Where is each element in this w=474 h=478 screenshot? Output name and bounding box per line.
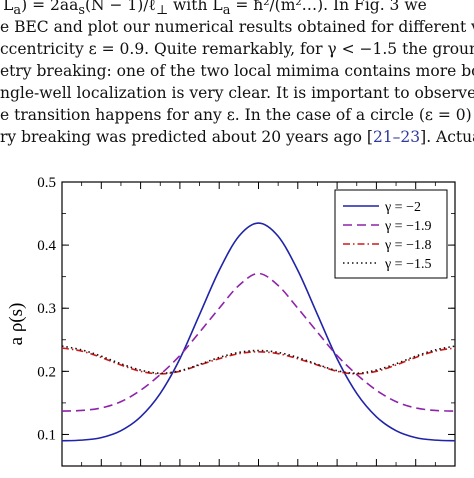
text-run: ccentricity ε = 0.9. Quite remarkably, f… (0, 40, 474, 58)
text-line: ngle-well localization is very clear. It… (0, 82, 474, 104)
y-tick-label: 0.4 (37, 238, 56, 254)
y-axis-label: a ρ(s) (6, 303, 27, 346)
density-figure: 0.10.20.30.40.5−0.5−0.4−0.3−0.2−0.100.10… (0, 160, 474, 478)
text-run: ) = 2aa (21, 0, 79, 14)
y-tick-label: 0.2 (37, 364, 56, 380)
text-line: ry breaking was predicted about 20 years… (0, 126, 474, 148)
text-run: ry breaking was predicted about 20 years… (0, 128, 373, 146)
y-tick-label: 0.5 (37, 175, 56, 191)
text-run: ngle-well localization is very clear. It… (0, 84, 474, 102)
series-line (61, 347, 456, 375)
series-line (61, 272, 456, 412)
text-run: = ħ²/(m²…). In Fig. 3 we (230, 0, 427, 14)
text-run: e BEC and plot our numerical results obt… (0, 18, 474, 36)
y-tick-label: 0.3 (37, 301, 56, 317)
legend-label: γ = −1.5 (384, 257, 431, 272)
text-subscript: ⊥ (155, 3, 169, 19)
text-line: etry breaking: one of the two local mimi… (0, 60, 474, 82)
text-subscript: s (78, 3, 85, 19)
text-run: with L (168, 0, 223, 14)
legend-label: γ = −1.8 (384, 238, 431, 253)
text-run: ]. Actual (420, 128, 474, 146)
text-line: e transition happens for any ε. In the c… (0, 104, 472, 126)
text-subscript: a (13, 3, 22, 19)
legend-label: γ = −1.9 (384, 219, 431, 234)
series-line (61, 222, 456, 442)
series-line (61, 345, 456, 375)
legend-label: γ = −2 (384, 200, 421, 215)
legend-box (334, 189, 448, 279)
paper-text-excerpt: La) = 2aas(N − 1)/ℓ⊥ with La = ħ²/(m²…).… (0, 0, 474, 160)
text-line: La) = 2aas(N − 1)/ℓ⊥ with La = ħ²/(m²…).… (0, 0, 427, 22)
y-tick-label: 0.1 (37, 427, 56, 443)
text-run: (N − 1)/ℓ (84, 0, 156, 14)
text-line: e BEC and plot our numerical results obt… (0, 16, 474, 38)
citation-link[interactable]: 21–23 (372, 128, 421, 146)
density-chart: 0.10.20.30.40.5−0.5−0.4−0.3−0.2−0.100.10… (6, 175, 464, 478)
text-line: ccentricity ε = 0.9. Quite remarkably, f… (0, 38, 474, 60)
text-run: L (0, 0, 14, 14)
text-subscript: a (222, 3, 231, 19)
text-run: etry breaking: one of the two local mimi… (0, 62, 474, 80)
text-run: e transition happens for any ε. In the c… (0, 106, 472, 124)
